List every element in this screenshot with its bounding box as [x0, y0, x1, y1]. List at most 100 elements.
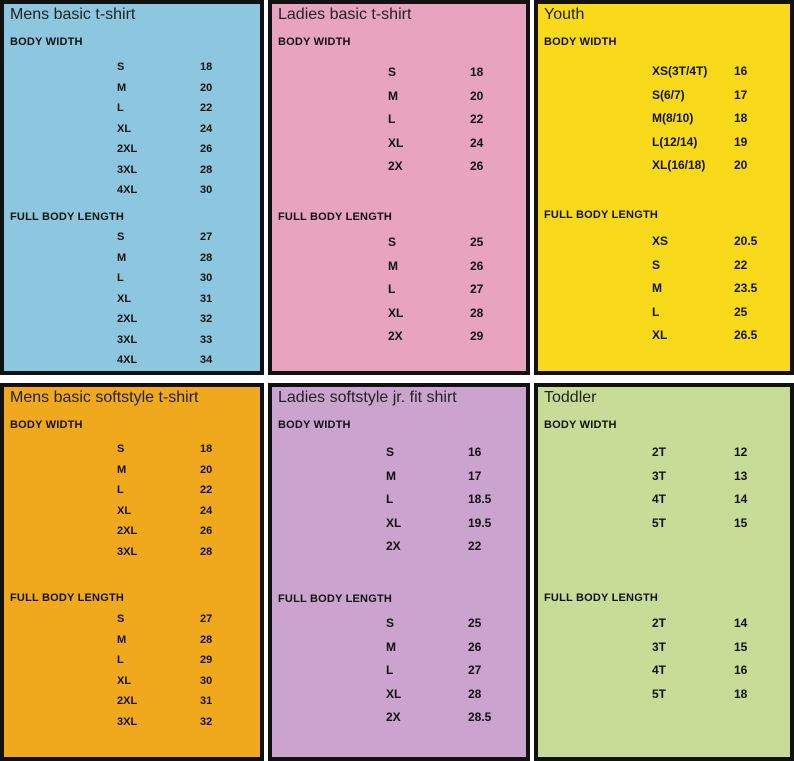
size-label: 4XL: [117, 184, 138, 196]
size-panel-ladies-basic: Ladies basic t-shirt BODY WIDTH S 18 M 20 L 22 X…: [268, 0, 530, 375]
measurement-value: 24: [200, 122, 213, 135]
size-label: 3T: [652, 639, 667, 654]
full-body-length-row: 3XL 32: [4, 716, 260, 732]
measurement-value: 22: [200, 102, 213, 114]
measurement-value: 28: [468, 686, 482, 701]
full-body-length-row: L 27: [272, 663, 526, 679]
measurement-value: 22: [468, 539, 482, 553]
measurement-value: 27: [200, 613, 213, 625]
body-width-row: XL 24: [272, 136, 526, 152]
full-body-length-row: L 29: [4, 654, 260, 670]
panel-title: Ladies softstyle jr. fit shirt: [278, 389, 457, 406]
body-width-row: L(12/14) 19: [538, 135, 790, 151]
size-label: L: [117, 484, 124, 496]
measurement-value: 27: [468, 663, 482, 677]
body-width-label: BODY WIDTH: [544, 36, 617, 48]
full-body-length-label: FULL BODY LENGTH: [10, 592, 125, 604]
size-label: XL: [386, 686, 402, 701]
measurement-value: 22: [200, 484, 213, 496]
full-body-length-row: XL 30: [4, 675, 260, 691]
body-width-row: 3T 13: [538, 469, 790, 485]
size-label: 2X: [386, 539, 401, 553]
size-panel-ladies-softstyle: Ladies softstyle jr. fit shirt BODY WIDTH…: [268, 383, 530, 761]
full-body-length-label: FULL BODY LENGTH: [278, 211, 393, 223]
full-body-length-row: M 26: [272, 640, 526, 656]
full-body-length-row: S 27: [4, 613, 260, 629]
measurement-value: 20: [200, 81, 213, 94]
panel-title: Toddler: [544, 389, 597, 406]
size-label: 2T: [652, 445, 667, 459]
size-label: XL: [388, 135, 404, 150]
measurement-value: 15: [734, 639, 748, 654]
measurement-value: 14: [734, 616, 748, 630]
size-label: 4T: [652, 663, 667, 677]
body-width-row: 2XL 26: [4, 525, 260, 541]
body-width-row: 4T 14: [538, 492, 790, 508]
size-panel-mens-basic: Mens basic t-shirt BODY WIDTH S 18 M 20 L 22 XL 2…: [0, 0, 264, 375]
size-label: M: [388, 258, 398, 273]
measurement-value: 19.5: [468, 515, 492, 530]
full-body-length-row: 4T 16: [538, 663, 790, 679]
measurement-value: 26: [470, 258, 484, 273]
size-label: M: [652, 281, 662, 295]
size-label: XS: [652, 234, 669, 248]
size-label: S: [117, 613, 125, 625]
measurement-value: 31: [200, 292, 213, 305]
body-width-row: 2X 22: [272, 539, 526, 555]
full-body-length-row: L 27: [272, 282, 526, 298]
measurement-value: 28: [200, 163, 213, 176]
size-label: M: [117, 633, 127, 646]
body-width-row: M 20: [4, 464, 260, 480]
measurement-value: 27: [470, 282, 484, 296]
size-label: L: [388, 282, 396, 296]
size-label: 2XL: [117, 143, 138, 155]
measurement-value: 15: [734, 515, 748, 530]
size-label: L: [652, 304, 660, 319]
body-width-label: BODY WIDTH: [544, 419, 617, 431]
body-width-label: BODY WIDTH: [10, 36, 83, 48]
body-width-label: BODY WIDTH: [278, 36, 351, 48]
full-body-length-row: M 28: [4, 252, 260, 268]
full-body-length-label: FULL BODY LENGTH: [544, 592, 659, 604]
size-label: XS(3T/4T): [652, 64, 708, 78]
body-width-row: S(6/7) 17: [538, 88, 790, 104]
full-body-length-row: XL 26.5: [538, 328, 790, 344]
body-width-row: S 18: [4, 443, 260, 459]
measurement-value: 20.5: [734, 234, 758, 248]
full-body-length-row: L 30: [4, 272, 260, 288]
size-panel-mens-softstyle: Mens basic softstyle t-shirt BODY WIDTH S 1…: [0, 383, 264, 761]
size-label: 2X: [386, 710, 401, 724]
size-label: S: [386, 616, 395, 630]
size-panel-toddler: Toddler BODY WIDTH 2T 12 3T 13 4T 14 5T 15 FULL BO…: [534, 383, 794, 761]
size-label: XL: [117, 292, 132, 305]
body-width-row: XL(16/18) 20: [538, 158, 790, 174]
size-label: 2XL: [117, 695, 138, 707]
full-body-length-row: S 25: [272, 235, 526, 251]
measurement-value: 18: [470, 65, 484, 79]
size-label: XL(16/18): [652, 158, 706, 172]
size-label: 3XL: [117, 163, 138, 176]
measurement-value: 30: [200, 674, 213, 687]
size-label: M: [117, 251, 127, 264]
measurement-value: 25: [734, 304, 748, 319]
measurement-value: 28: [200, 633, 213, 646]
size-label: XL: [652, 328, 668, 342]
measurement-value: 16: [734, 64, 748, 78]
size-label: S: [386, 445, 395, 459]
measurement-value: 20: [734, 158, 748, 172]
body-width-row: 5T 15: [538, 516, 790, 532]
size-label: L: [117, 654, 124, 666]
panel-title: Ladies basic t-shirt: [278, 6, 412, 23]
measurement-value: 28: [470, 305, 484, 320]
measurement-value: 17: [734, 87, 748, 102]
full-body-length-row: 4XL 34: [4, 354, 260, 370]
full-body-length-row: XL 28: [272, 687, 526, 703]
full-body-length-row: M 26: [272, 259, 526, 275]
measurement-value: 26.5: [734, 328, 758, 342]
full-body-length-label: FULL BODY LENGTH: [10, 211, 125, 223]
measurement-value: 28.5: [468, 710, 492, 724]
measurement-value: 20: [470, 88, 484, 103]
measurement-value: 26: [200, 525, 213, 537]
size-label: S: [117, 231, 125, 243]
full-body-length-row: 3XL 33: [4, 334, 260, 350]
